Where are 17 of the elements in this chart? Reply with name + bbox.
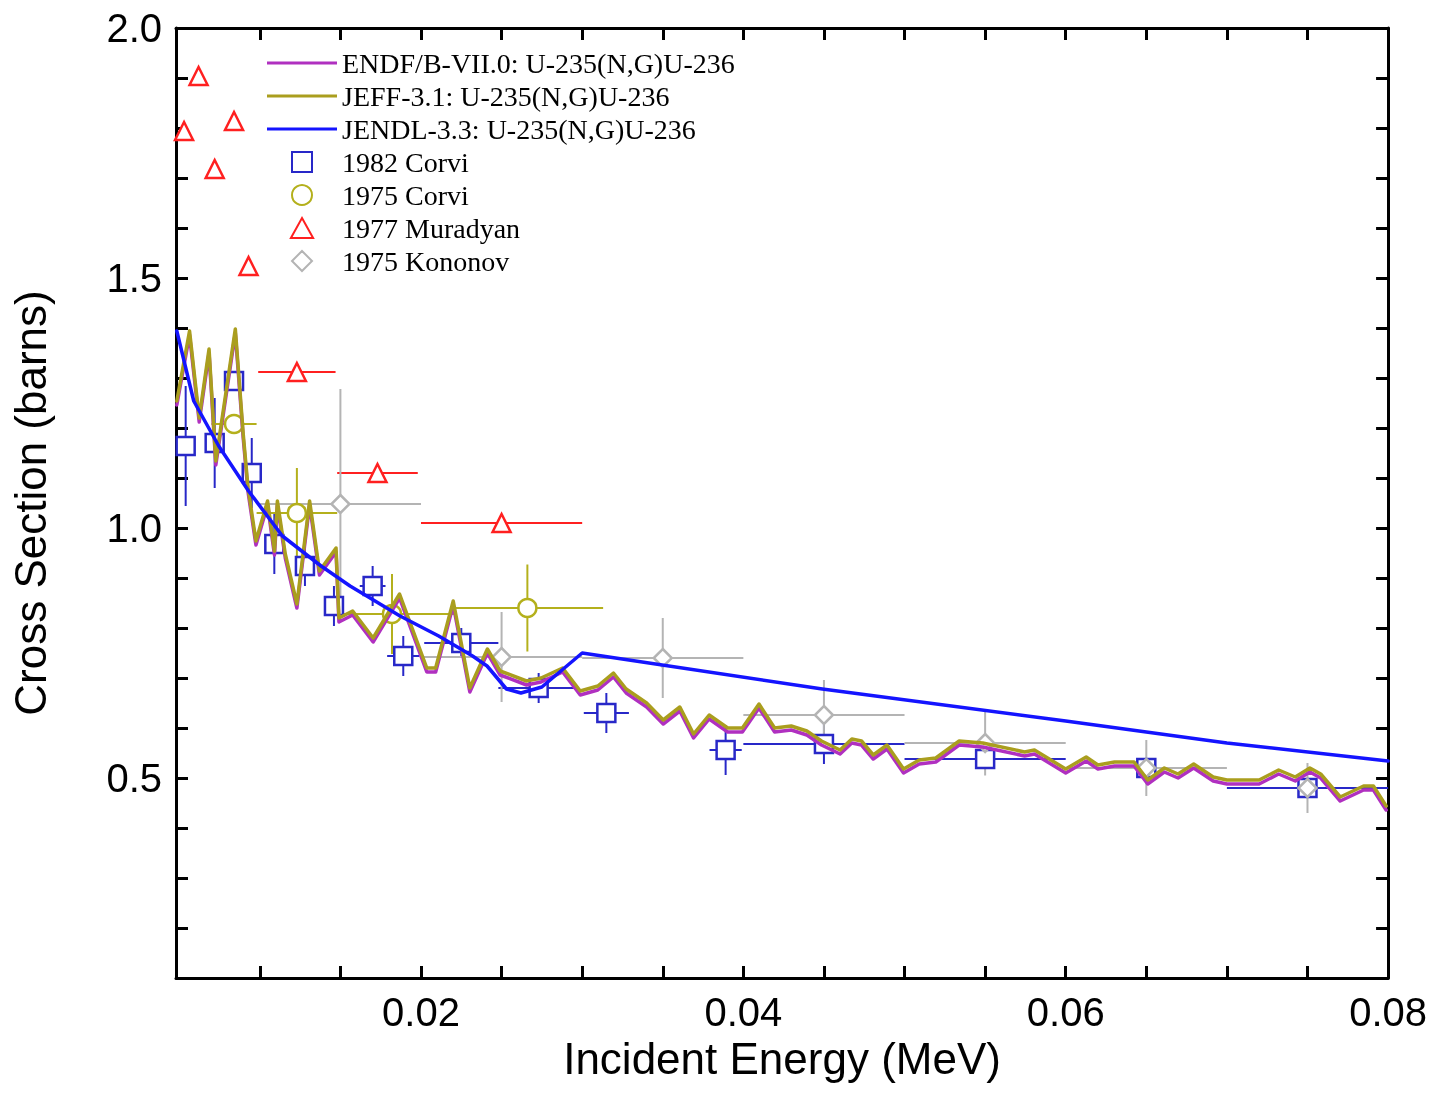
legend-label: 1975 Corvi	[342, 179, 469, 211]
y-tick-label: 1.0	[106, 506, 162, 550]
legend-label: 1975 Kononov	[342, 245, 510, 277]
x-axis-title: Incident Energy (MeV)	[563, 1034, 1001, 1084]
y-tick-label: 0.5	[106, 756, 162, 800]
legend-label: 1977 Muradyan	[342, 212, 521, 244]
x-tick-label: 0.04	[704, 990, 783, 1034]
legend-label: JEFF-3.1: U-235(N,G)U-236	[342, 80, 670, 112]
y-tick-label: 2.0	[106, 6, 162, 50]
legend-label: ENDF/B-VII.0: U-235(N,G)U-236	[342, 47, 735, 79]
x-tick-label: 0.06	[1026, 990, 1105, 1034]
x-tick-label: 0.02	[382, 990, 460, 1034]
y-axis-title: Cross Section (barns)	[5, 290, 55, 716]
legend-label: 1982 Corvi	[342, 146, 469, 178]
x-tick-label: 0.08	[1349, 990, 1427, 1034]
y-tick-label: 1.5	[106, 256, 162, 300]
legend-label: JENDL-3.3: U-235(N,G)U-236	[342, 113, 696, 145]
